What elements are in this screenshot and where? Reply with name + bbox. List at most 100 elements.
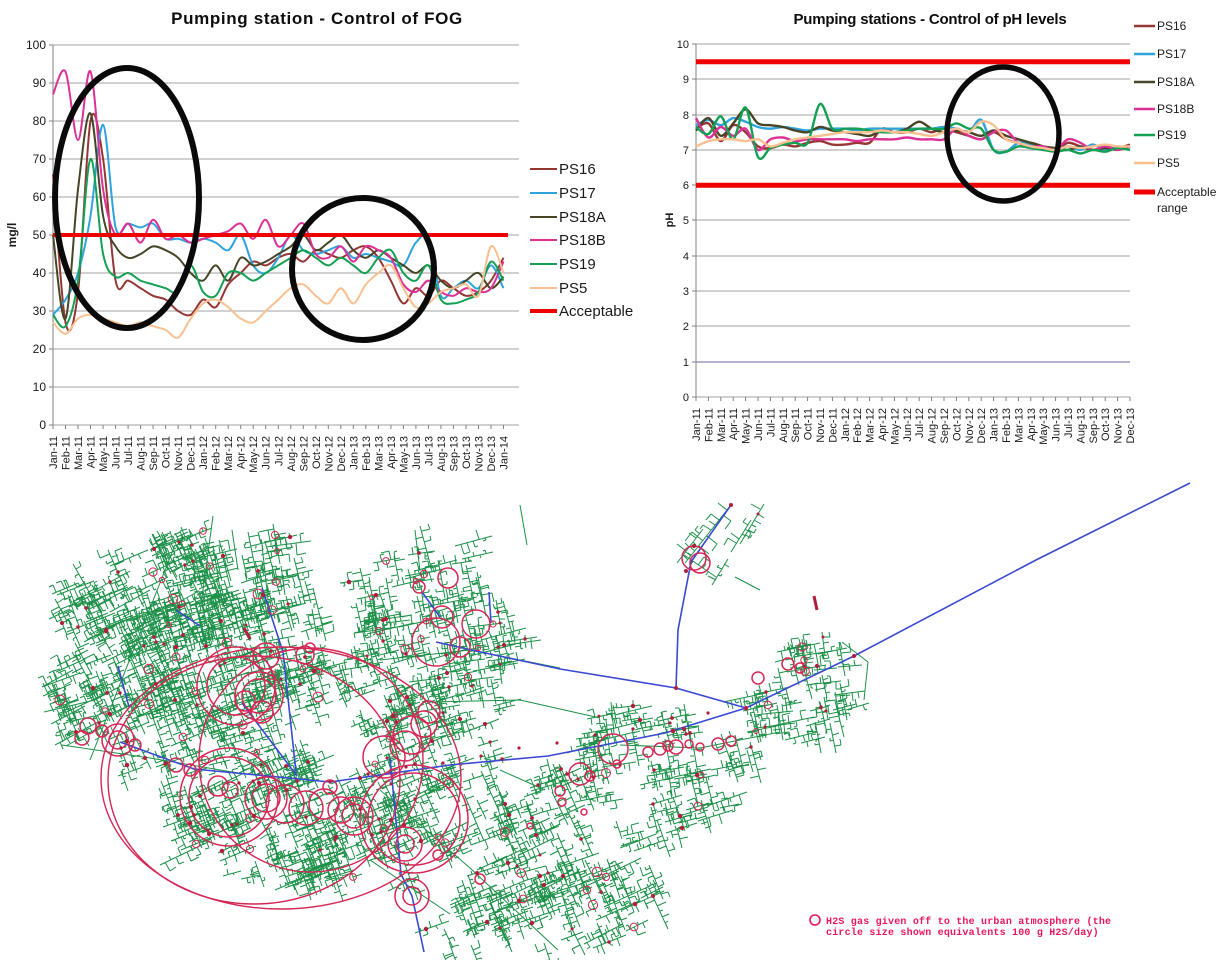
svg-text:2: 2 [683, 321, 689, 333]
svg-text:100: 100 [26, 38, 46, 52]
svg-text:Nov-13: Nov-13 [474, 436, 486, 471]
svg-text:3: 3 [683, 286, 689, 298]
svg-text:mg/l: mg/l [5, 223, 19, 248]
svg-text:Jun-13: Jun-13 [1051, 408, 1063, 442]
svg-text:Jun-11: Jun-11 [753, 408, 765, 441]
svg-text:Sep-12: Sep-12 [298, 436, 310, 471]
svg-text:Sep-12: Sep-12 [939, 408, 951, 443]
svg-text:Dec-11: Dec-11 [186, 436, 198, 471]
svg-text:Jul-13: Jul-13 [423, 436, 435, 466]
svg-text:Jun-11: Jun-11 [111, 436, 123, 469]
svg-text:PS17: PS17 [1157, 47, 1187, 61]
svg-text:PS17: PS17 [559, 185, 596, 202]
svg-text:Apr-13: Apr-13 [386, 436, 398, 469]
svg-text:Jan-12: Jan-12 [840, 408, 852, 442]
svg-text:0: 0 [39, 418, 46, 432]
svg-text:Jan-13: Jan-13 [989, 408, 1001, 442]
svg-text:Aug-11: Aug-11 [136, 436, 148, 471]
svg-text:Nov-12: Nov-12 [964, 408, 976, 443]
svg-text:Feb-13: Feb-13 [361, 436, 373, 471]
svg-text:Feb-12: Feb-12 [852, 408, 864, 443]
svg-text:Jun-12: Jun-12 [902, 408, 914, 442]
svg-text:Jan-12: Jan-12 [198, 436, 210, 470]
svg-text:40: 40 [33, 266, 47, 280]
svg-text:Dec-11: Dec-11 [827, 408, 839, 443]
svg-text:Feb-13: Feb-13 [1001, 408, 1013, 443]
svg-text:Sep-11: Sep-11 [790, 408, 802, 443]
svg-text:Feb-11: Feb-11 [703, 408, 715, 442]
svg-text:5: 5 [683, 215, 689, 227]
svg-text:Dec-12: Dec-12 [336, 436, 348, 471]
svg-text:circle size shown equivalents: circle size shown equivalents 100 g H2S/… [826, 927, 1099, 939]
svg-text:May-12: May-12 [889, 408, 901, 445]
svg-text:Pumping station - Control of F: Pumping station - Control of FOG [171, 9, 463, 28]
svg-text:Aug-13: Aug-13 [436, 436, 448, 471]
svg-text:Oct-11: Oct-11 [161, 436, 173, 468]
svg-text:PS18B: PS18B [559, 232, 606, 249]
svg-text:9: 9 [683, 74, 689, 86]
svg-text:Jun-12: Jun-12 [261, 436, 273, 470]
svg-text:10: 10 [33, 380, 47, 394]
svg-text:Aug-12: Aug-12 [927, 408, 939, 443]
svg-text:Sep-13: Sep-13 [1088, 408, 1100, 443]
svg-text:Oct-13: Oct-13 [1100, 408, 1112, 441]
svg-text:Mar-12: Mar-12 [865, 408, 877, 443]
svg-text:Jul-13: Jul-13 [1063, 408, 1075, 438]
svg-text:Apr-13: Apr-13 [1026, 408, 1038, 441]
svg-text:Oct-12: Oct-12 [951, 408, 963, 441]
svg-text:4: 4 [683, 251, 689, 263]
svg-text:May-12: May-12 [248, 436, 260, 473]
svg-text:0: 0 [683, 392, 689, 404]
svg-text:Mar-12: Mar-12 [223, 436, 235, 471]
svg-text:Mar-13: Mar-13 [1013, 408, 1025, 443]
svg-text:Pumping stations - Control of: Pumping stations - Control of pH levels [793, 11, 1066, 28]
svg-text:Jan-11: Jan-11 [48, 436, 60, 469]
svg-text:May-11: May-11 [741, 408, 753, 444]
svg-text:Apr-12: Apr-12 [877, 408, 889, 441]
svg-text:Jun-13: Jun-13 [411, 436, 423, 470]
svg-text:60: 60 [33, 190, 47, 204]
svg-text:Oct-12: Oct-12 [311, 436, 323, 469]
svg-text:Jul-12: Jul-12 [273, 436, 285, 466]
svg-text:6: 6 [683, 180, 689, 192]
svg-text:80: 80 [33, 114, 47, 128]
svg-text:Dec-13: Dec-13 [1125, 408, 1137, 443]
svg-text:PS19: PS19 [559, 256, 596, 273]
svg-text:Dec-13: Dec-13 [486, 436, 498, 471]
svg-text:Sep-13: Sep-13 [448, 436, 460, 471]
svg-text:PS16: PS16 [559, 161, 596, 178]
svg-text:H2S gas given off to the urban: H2S gas given off to the urban atmospher… [826, 916, 1111, 928]
svg-text:Apr-12: Apr-12 [236, 436, 248, 469]
svg-text:1: 1 [683, 357, 689, 369]
svg-text:Aug-11: Aug-11 [778, 408, 790, 443]
svg-text:Jan-11: Jan-11 [691, 408, 703, 441]
svg-text:70: 70 [33, 152, 47, 166]
svg-text:May-13: May-13 [398, 436, 410, 473]
svg-text:May-11: May-11 [98, 436, 110, 472]
svg-text:pH: pH [664, 213, 676, 228]
svg-text:7: 7 [683, 145, 689, 157]
svg-text:Jan-14: Jan-14 [499, 436, 511, 470]
svg-text:PS18A: PS18A [559, 209, 606, 226]
svg-text:20: 20 [33, 342, 47, 356]
svg-text:Apr-11: Apr-11 [86, 436, 98, 468]
svg-text:Nov-13: Nov-13 [1113, 408, 1125, 443]
svg-text:Nov-11: Nov-11 [815, 408, 827, 443]
svg-text:Acceptable: Acceptable [1157, 185, 1217, 199]
svg-text:PS18A: PS18A [1157, 75, 1194, 89]
svg-text:PS16: PS16 [1157, 19, 1187, 33]
svg-text:Sep-11: Sep-11 [148, 436, 160, 471]
svg-text:PS19: PS19 [1157, 128, 1187, 142]
svg-text:Dec-12: Dec-12 [976, 408, 988, 443]
svg-text:Feb-12: Feb-12 [211, 436, 223, 471]
svg-text:Mar-11: Mar-11 [73, 436, 85, 470]
svg-text:Jan-13: Jan-13 [348, 436, 360, 470]
svg-text:30: 30 [33, 304, 47, 318]
svg-text:Aug-13: Aug-13 [1075, 408, 1087, 443]
svg-text:PS18B: PS18B [1157, 102, 1194, 116]
svg-text:Feb-11: Feb-11 [61, 436, 73, 470]
svg-text:range: range [1157, 201, 1188, 215]
svg-text:PS5: PS5 [1157, 156, 1180, 170]
svg-text:Jul-11: Jul-11 [123, 436, 135, 465]
svg-text:Nov-12: Nov-12 [323, 436, 335, 471]
